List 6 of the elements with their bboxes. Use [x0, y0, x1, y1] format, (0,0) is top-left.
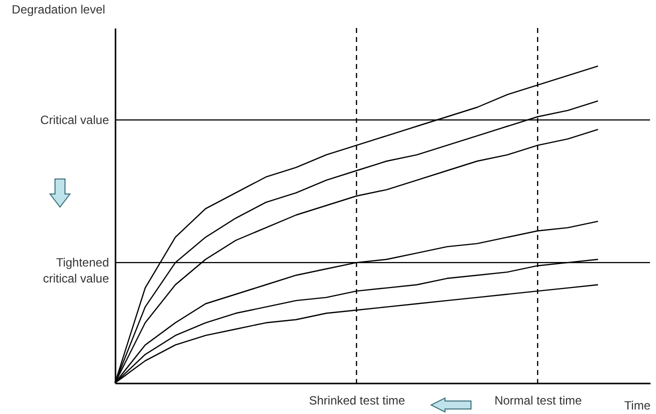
- x-tick-label: Normal test time: [494, 394, 582, 408]
- x-axis-title: Time: [624, 398, 651, 412]
- x-tick-label: Shrinked test time: [308, 394, 406, 408]
- y-axis-title: Degradation level: [12, 2, 106, 16]
- ref-line-label: Critical value: [40, 112, 110, 127]
- ref-line-label: Tightened critical value: [42, 256, 110, 286]
